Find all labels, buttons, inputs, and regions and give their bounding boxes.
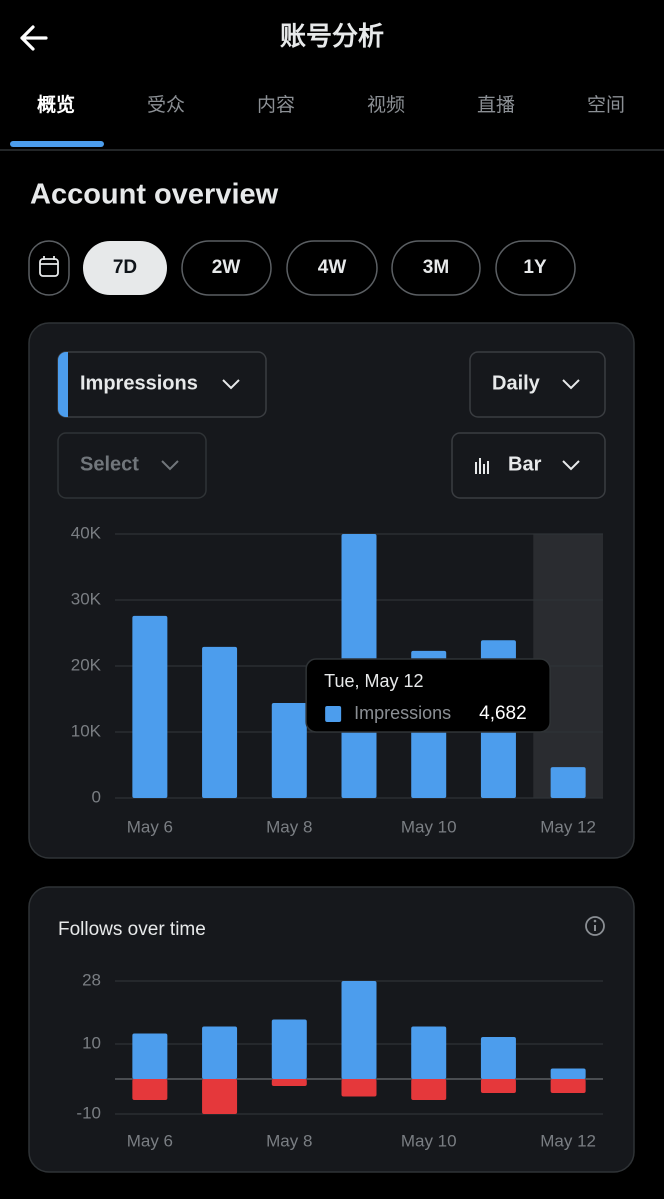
- x-tick-label: May 8: [266, 1131, 312, 1150]
- y-tick-label: 40K: [71, 523, 102, 542]
- tab[interactable]: 直播: [477, 94, 515, 116]
- bar: [480, 1079, 516, 1093]
- bar: [132, 1079, 168, 1100]
- section-title: Account overview: [30, 179, 279, 211]
- bar: [271, 702, 307, 798]
- range-pill[interactable]: [286, 240, 378, 296]
- tooltip-swatch: [325, 706, 342, 722]
- tooltip: Tue, May 12 Impressions 4,682: [305, 658, 551, 733]
- y-tick-label: 28: [82, 970, 101, 989]
- bar: [341, 981, 377, 1079]
- range-label: 7D: [113, 257, 137, 278]
- x-tick-label: May 10: [401, 817, 457, 836]
- range-pill[interactable]: [495, 240, 576, 296]
- x-tick-label: May 6: [127, 1131, 173, 1150]
- info-icon[interactable]: [585, 916, 605, 936]
- y-tick-label: 0: [92, 787, 101, 806]
- tab[interactable]: 受众: [147, 94, 185, 116]
- bar: [202, 1026, 238, 1079]
- bar: [202, 646, 238, 798]
- bar: [480, 1037, 516, 1079]
- tab[interactable]: 视频: [367, 94, 405, 116]
- bar-icon: [475, 458, 489, 474]
- bar: [132, 615, 168, 798]
- x-tick-label: May 6: [127, 817, 173, 836]
- bar: [411, 1079, 447, 1100]
- x-tick-label: May 10: [401, 1131, 457, 1150]
- compare-dropdown[interactable]: [57, 432, 207, 499]
- range-label: 2W: [212, 257, 241, 278]
- metric-label: Impressions: [80, 372, 198, 394]
- bar: [411, 1026, 447, 1079]
- tab[interactable]: 空间: [587, 94, 625, 116]
- range-pill[interactable]: [83, 241, 167, 295]
- chevron: [562, 460, 580, 471]
- tab[interactable]: 概览: [37, 93, 75, 116]
- tooltip-title: Tue, May 12: [324, 671, 423, 691]
- interval-dropdown[interactable]: [469, 351, 606, 418]
- tooltip-series: Impressions: [354, 703, 451, 723]
- chevron: [562, 379, 580, 390]
- y-tick-label: 10K: [71, 721, 102, 740]
- tab[interactable]: 内容: [257, 94, 295, 116]
- tooltip-value: 4,682: [479, 703, 527, 724]
- x-tick-label: May 12: [540, 1131, 596, 1150]
- range-label: 3M: [423, 257, 449, 278]
- tab-indicator: [10, 141, 104, 147]
- chart-card: [28, 886, 635, 1173]
- metric-color: [58, 352, 68, 417]
- range-label: 4W: [318, 257, 347, 278]
- chart-kind-dropdown[interactable]: [451, 432, 606, 499]
- compare-label: Select: [80, 453, 139, 475]
- charts: 0 10K 20K 30K 40K May 6 May 8 May 10 May 12 Tue, …: [71, 523, 603, 1150]
- y-tick-label: 20K: [71, 655, 102, 674]
- bar: [550, 1079, 586, 1093]
- bar: [271, 1019, 307, 1079]
- y-tick-label: 10: [82, 1033, 101, 1052]
- page-title: 账号分析: [280, 21, 384, 51]
- tooltip-box: [305, 658, 551, 733]
- calendar-icon: [39, 256, 59, 277]
- chevron: [222, 379, 240, 390]
- bar: [271, 1079, 307, 1086]
- bar: [202, 1079, 238, 1114]
- bar: [341, 1079, 377, 1097]
- bar: [550, 1068, 586, 1079]
- x-tick-label: May 8: [266, 817, 312, 836]
- chart-title: Follows over time: [58, 919, 206, 940]
- interval-label: Daily: [492, 372, 541, 394]
- bar: [550, 767, 586, 798]
- y-tick-label: 30K: [71, 589, 102, 608]
- chevron: [161, 460, 179, 471]
- bar: [132, 1033, 168, 1079]
- calendar-button[interactable]: [28, 240, 70, 296]
- range-pill[interactable]: [181, 240, 272, 296]
- range-pill[interactable]: [391, 240, 481, 296]
- range-label: 1Y: [523, 257, 547, 278]
- y-tick-label: -10: [76, 1103, 101, 1122]
- chart-kind-label: Bar: [508, 453, 542, 475]
- x-tick-label: May 12: [540, 817, 596, 836]
- back-button[interactable]: [20, 25, 48, 51]
